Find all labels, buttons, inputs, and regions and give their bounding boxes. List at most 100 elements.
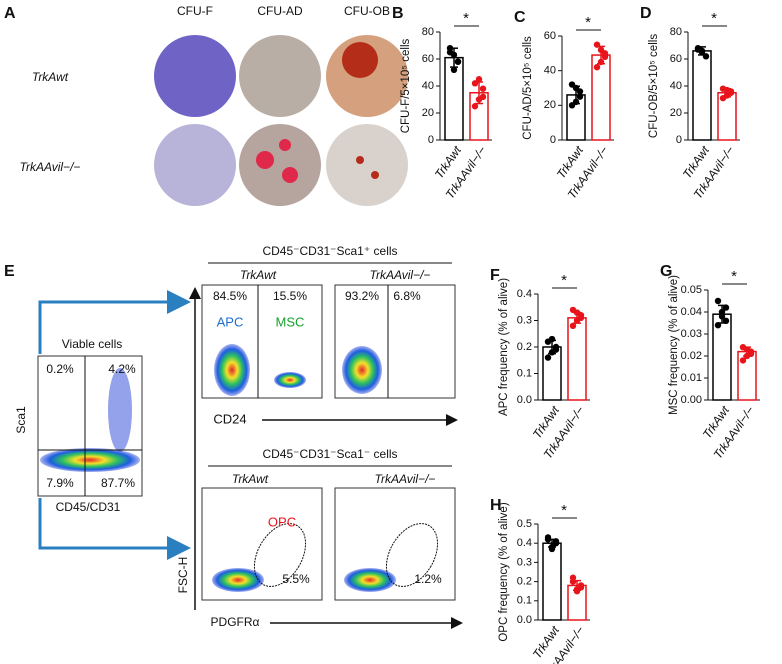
quadrant-percent: 4.2% (108, 362, 136, 376)
y-tick-label: 0.2 (517, 341, 532, 353)
significance-mark: * (731, 268, 737, 285)
y-tick-label: 40 (422, 80, 434, 92)
stain (356, 156, 364, 164)
data-point (569, 574, 577, 581)
stain (279, 139, 291, 151)
y-tick-label: 0.02 (681, 350, 702, 362)
data-point (471, 103, 479, 110)
y-tick-label: 60 (544, 30, 556, 42)
data-point (475, 76, 483, 83)
y-tick-label: 0.1 (517, 367, 532, 379)
density (214, 344, 250, 396)
flow-arrow (38, 290, 191, 354)
axis-label: Sca1 (14, 406, 28, 434)
gate-percent: 6.8% (393, 289, 421, 303)
column-label: CFU-OB (344, 4, 390, 18)
y-tick-label: 0 (676, 134, 682, 146)
axis-label: FSC-H (176, 557, 190, 594)
dish (154, 35, 236, 117)
row-label: TrkAwt (32, 70, 69, 84)
data-point (601, 53, 609, 60)
y-tick-label: 0.0 (517, 394, 532, 406)
y-tick-label: 20 (670, 107, 682, 119)
y-axis-label: CFU-OB/5×10⁵ cells (648, 34, 660, 138)
y-tick-label: 0.4 (517, 537, 532, 549)
flow-arrow (38, 498, 191, 560)
data-point (569, 322, 577, 329)
y-tick-label: 0.3 (517, 556, 532, 568)
y-tick-label: 40 (670, 80, 682, 92)
y-tick-label: 0.05 (681, 284, 702, 296)
y-tick-label: 0.01 (681, 372, 702, 384)
density (108, 368, 132, 452)
error-bar (573, 311, 581, 324)
axis-label: PDGFRα (211, 615, 260, 629)
plot-title: CD45⁻CD31⁻Sca1⁻ cells (262, 447, 397, 461)
data-point (593, 63, 601, 71)
y-tick-label: 0 (428, 134, 434, 146)
quadrant-percent: 87.7% (101, 476, 135, 490)
gate-percent: 84.5% (213, 289, 247, 303)
data-point (450, 66, 458, 74)
error-bar (475, 81, 483, 105)
y-axis-label: CFU-AD/5×10⁵ cells (522, 36, 534, 140)
group-label: TrkAwt (232, 472, 269, 486)
bar (542, 542, 562, 621)
group-label: TrkAwt (240, 268, 277, 282)
y-tick-label: 0.0 (517, 614, 532, 626)
density (274, 372, 306, 388)
data-point (544, 354, 552, 361)
significance-mark: * (463, 10, 469, 27)
quadrant-percent: 0.2% (46, 362, 74, 376)
error-bar (450, 47, 458, 68)
panel-label: H (490, 497, 502, 514)
data-point (727, 89, 735, 96)
error-bar (698, 46, 706, 56)
data-point (739, 357, 747, 364)
data-point (479, 93, 487, 101)
y-tick-label: 0.3 (517, 314, 532, 326)
significance-mark: * (711, 10, 717, 27)
stain (256, 151, 274, 169)
column-label: CFU-F (177, 4, 213, 18)
error-bar (548, 538, 556, 548)
panel-label: E (4, 263, 15, 280)
y-tick-label: 0.1 (517, 595, 532, 607)
y-tick-label: 0.04 (681, 306, 702, 318)
dish (326, 124, 408, 206)
y-tick-label: 0.4 (517, 288, 532, 300)
data-point (576, 93, 584, 100)
y-axis-label: CFU-F/5×10⁵ cells (400, 38, 412, 133)
error-bar (548, 339, 556, 355)
population-label: APC (217, 314, 244, 329)
y-tick-label: 40 (544, 65, 556, 77)
y-tick-label: 60 (670, 53, 682, 65)
significance-mark: * (561, 272, 567, 289)
y-tick-label: 80 (670, 26, 682, 38)
y-axis-label: APC frequency (% of alive) (498, 278, 510, 416)
data-point (446, 49, 454, 56)
plot-title: Viable cells (62, 337, 122, 351)
data-point (714, 297, 722, 305)
axis-label: CD45/CD31 (56, 500, 121, 514)
axis-label: CD24 (213, 411, 246, 426)
y-tick-label: 20 (544, 99, 556, 111)
column-label: CFU-AD (257, 4, 303, 18)
density (342, 346, 382, 394)
density (344, 568, 396, 592)
panel-label: A (4, 5, 16, 22)
gate (253, 523, 307, 587)
panel-label: C (514, 9, 526, 26)
dish (239, 124, 321, 206)
dish (239, 35, 321, 117)
y-tick-label: 0.5 (517, 518, 532, 530)
data-point (552, 346, 560, 353)
gate-percent: 93.2% (345, 289, 379, 303)
y-tick-label: 0.03 (681, 328, 702, 340)
y-axis-label: MSC frequency (% of alive) (668, 275, 680, 415)
plot-title: CD45⁻CD31⁻Sca1⁺ cells (262, 244, 397, 258)
bar (567, 317, 587, 401)
error-bar (723, 87, 731, 98)
data-point (454, 58, 462, 65)
